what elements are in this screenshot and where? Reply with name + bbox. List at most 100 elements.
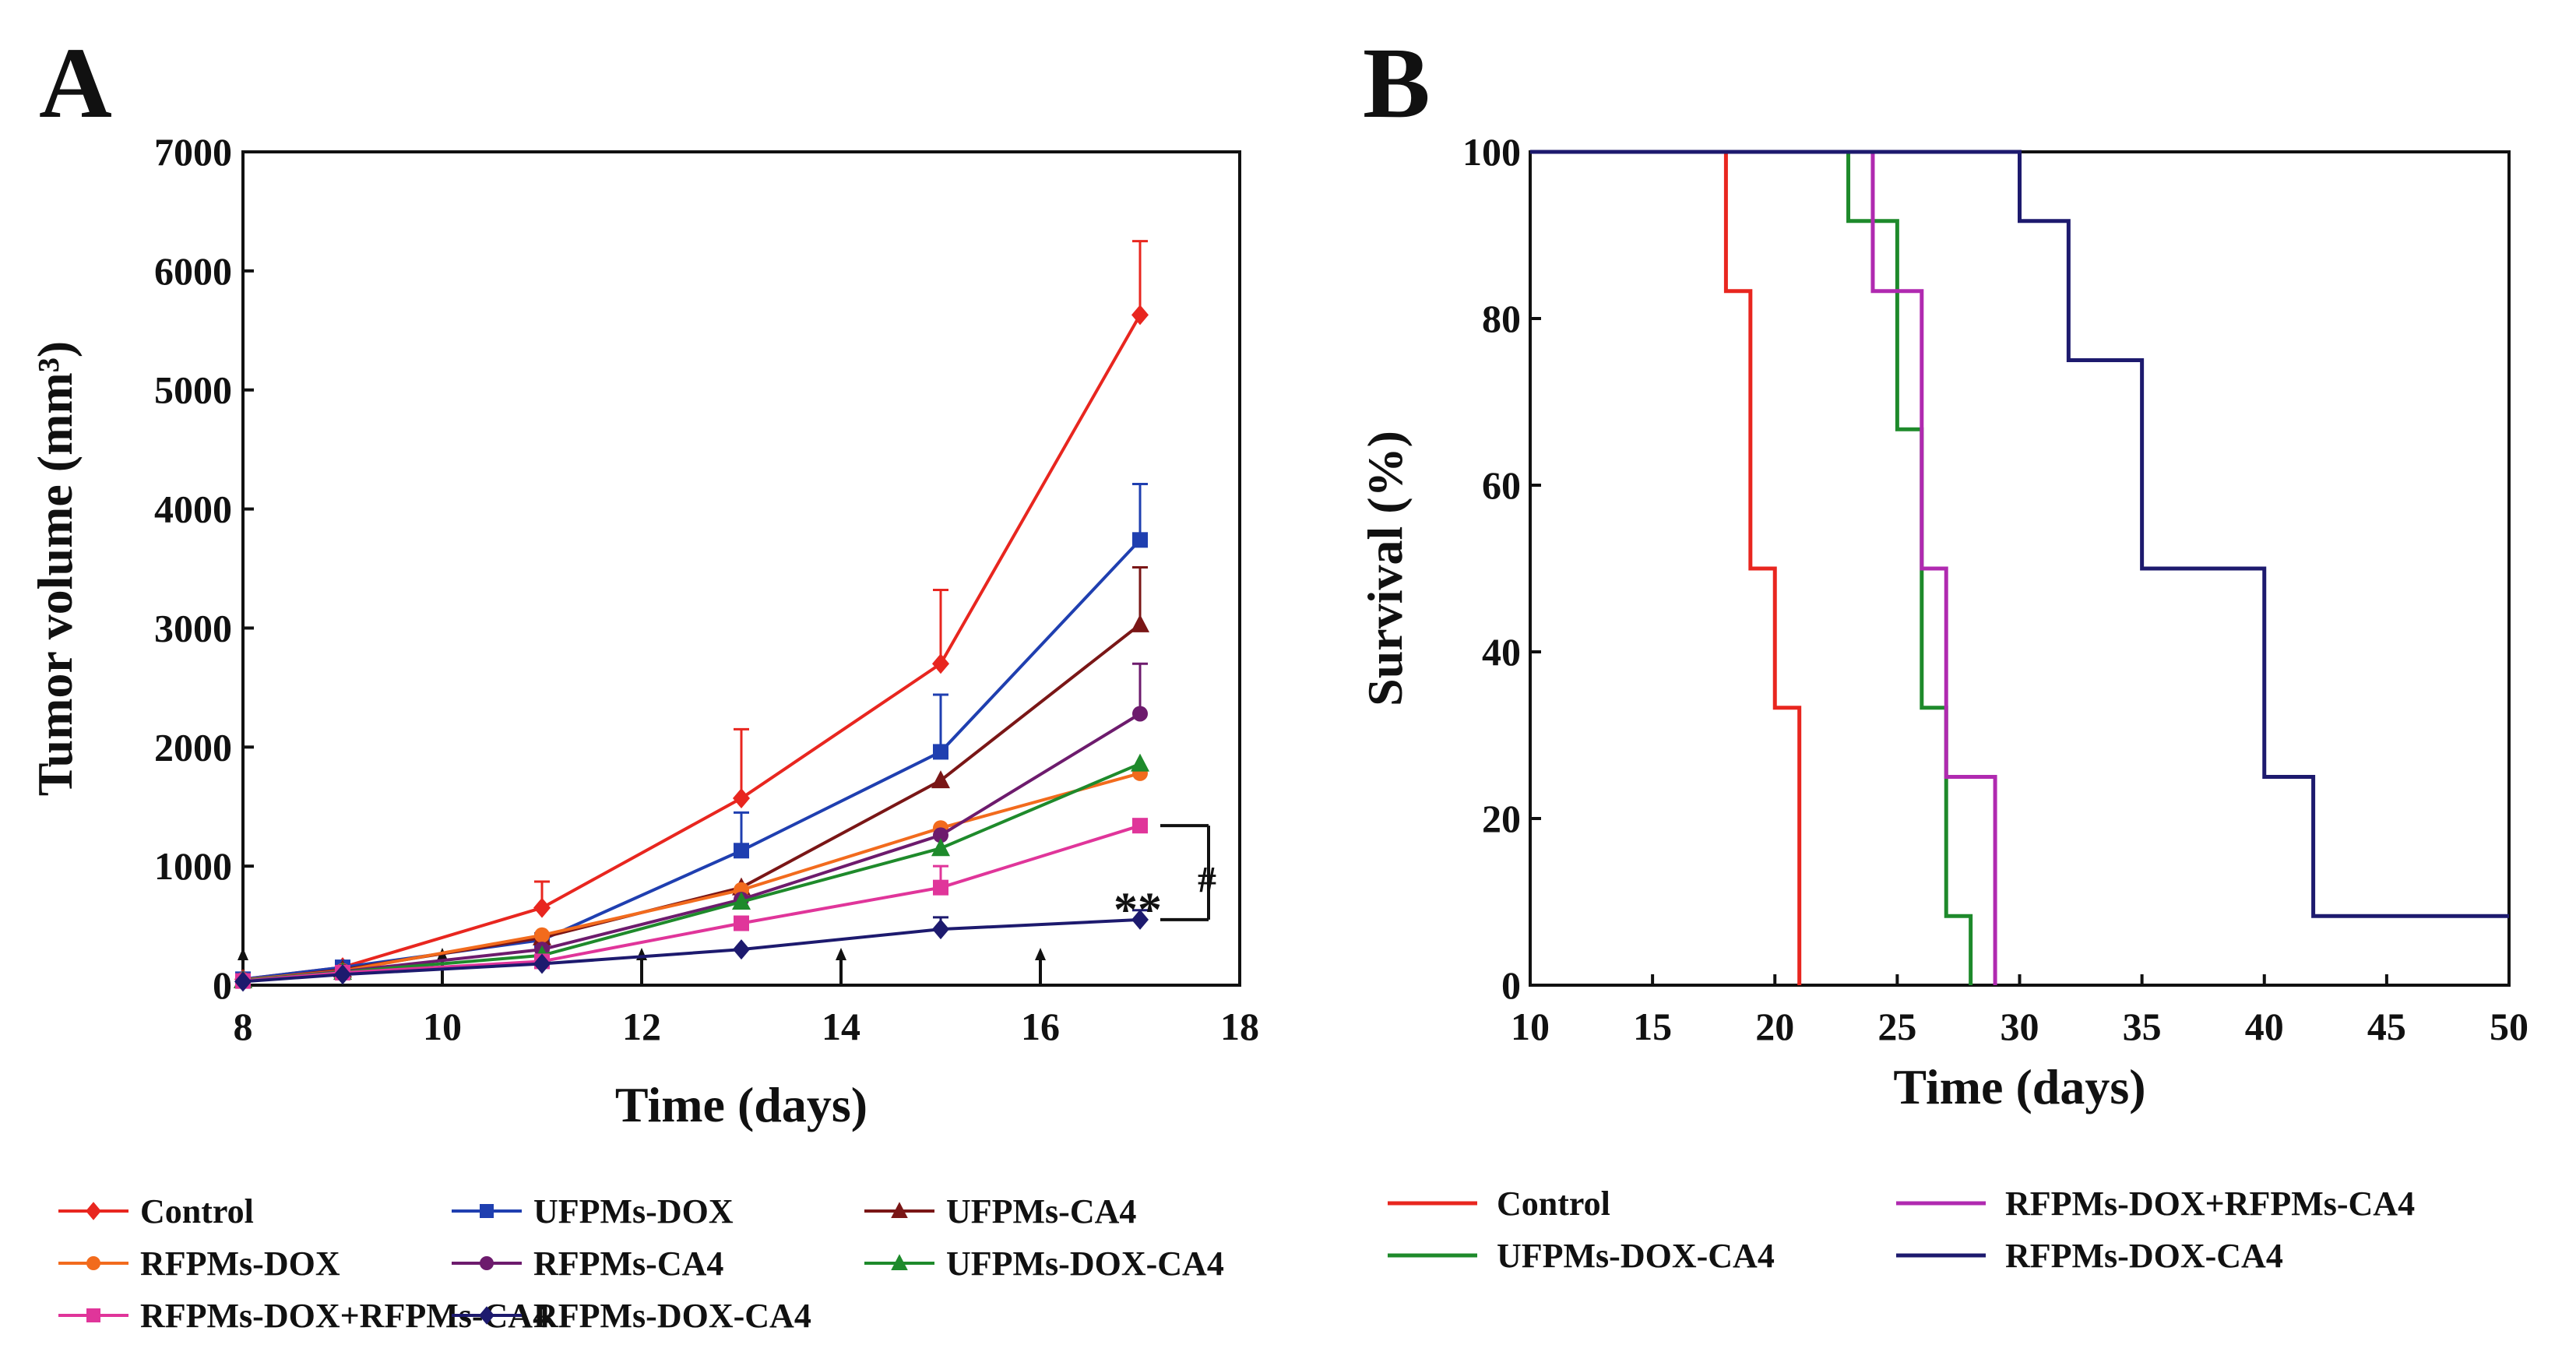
data-point	[733, 788, 750, 809]
data-point	[931, 838, 950, 857]
legend-label: RFPMs-DOX-CA4	[533, 1297, 811, 1335]
data-point	[933, 879, 948, 896]
data-point	[732, 892, 751, 910]
legend-marker	[480, 1256, 494, 1270]
y-tick-label: 60	[1482, 463, 1521, 507]
data-point	[932, 919, 949, 940]
y-tick-label: 2000	[154, 725, 232, 769]
y-tick-label: 7000	[154, 130, 232, 174]
legend-marker	[479, 1306, 494, 1325]
data-point	[334, 964, 351, 985]
dose-arrow-head	[836, 948, 846, 960]
legend-label: Control	[1497, 1185, 1610, 1223]
x-tick-label: 10	[1511, 1005, 1550, 1048]
data-point	[1131, 909, 1149, 930]
survival-curve-Control	[1530, 150, 1802, 985]
data-point	[933, 827, 948, 843]
data-point	[734, 915, 749, 931]
x-tick-label: 30	[2001, 1005, 2039, 1048]
y-tick-label: 0	[213, 963, 232, 1007]
legend-marker	[86, 1256, 100, 1270]
series-line	[242, 917, 1141, 984]
series-line	[242, 538, 1142, 981]
y-tick-label: 100	[1462, 130, 1521, 174]
series-line	[242, 712, 1142, 982]
data-point	[534, 927, 550, 943]
dose-arrow-head	[1035, 948, 1046, 960]
x-tick-label: 45	[2367, 1005, 2406, 1048]
y-tick-label: 20	[1482, 797, 1521, 840]
x-axis-title: Time (days)	[615, 1077, 867, 1132]
panel-a-label: A	[39, 27, 112, 139]
data-point	[1132, 818, 1148, 834]
y-tick-label: 0	[1501, 963, 1521, 1007]
series-line	[242, 771, 1141, 982]
y-tick-label: 3000	[154, 606, 232, 650]
panel-b-label: B	[1363, 27, 1431, 139]
y-tick-label: 6000	[154, 249, 232, 293]
survival-curve-RFPMs-DOX+RFPMs-CA4	[1530, 150, 1997, 985]
y-tick-label: 80	[1482, 297, 1521, 340]
series-Control	[234, 240, 1149, 990]
x-tick-label: 20	[1755, 1005, 1794, 1048]
data-point	[932, 653, 949, 674]
legend: Control RFPMs-DOX+RFPMs-CA4 UFPMs-DOX-CA4 R…	[1388, 1185, 2415, 1275]
legend-marker	[891, 1202, 908, 1218]
data-point	[734, 843, 749, 859]
panel-b-chart: 0 20 40 60 80 100 10 15 20 25 30 35 40 45 50 Time (days…	[1357, 130, 2528, 1275]
significance-stars: **	[1114, 883, 1162, 936]
x-tick-label: 15	[1633, 1005, 1672, 1048]
y-tick-label: 40	[1482, 630, 1521, 674]
legend-label: UFPMs-DOX	[533, 1192, 734, 1230]
series-RFPMs-DOX-CA4	[234, 909, 1149, 992]
y-axis-title: Survival (%)	[1357, 431, 1413, 706]
plot-frame	[1529, 150, 2511, 987]
x-tick-label: 25	[1877, 1005, 1916, 1048]
legend-label: UFPMs-CA4	[946, 1192, 1136, 1230]
y-tick-label: 4000	[154, 488, 232, 531]
data-point	[733, 939, 750, 960]
dose-arrow-head	[238, 948, 248, 960]
x-tick-label: 10	[423, 1005, 462, 1048]
data-point	[931, 770, 950, 789]
series-line	[242, 824, 1141, 983]
legend-marker	[480, 1204, 494, 1218]
legend: Control UFPMs-DOX UFPMs-CA4 RFPMs-DOX RFPMs-…	[58, 1192, 1224, 1335]
significance-hash: #	[1198, 859, 1216, 900]
x-tick-label: 14	[822, 1005, 860, 1048]
legend-label: UFPMs-DOX-CA4	[1497, 1237, 1775, 1275]
data-point	[533, 953, 551, 974]
data-point	[234, 971, 252, 992]
y-tick-label: 5000	[154, 368, 232, 412]
y-axis-title: Tumor volume (mm³)	[27, 341, 83, 797]
data-point	[1131, 614, 1149, 632]
x-tick-label: 35	[2123, 1005, 2162, 1048]
legend-label: UFPMs-DOX-CA4	[946, 1245, 1224, 1283]
legend-marker	[86, 1202, 101, 1220]
data-point	[933, 744, 948, 760]
data-point	[1132, 706, 1148, 722]
data-point	[1132, 532, 1148, 548]
series-line	[242, 314, 1142, 981]
x-tick-label: 12	[622, 1005, 661, 1048]
legend-label: RFPMs-DOX	[140, 1245, 340, 1283]
data-point	[533, 897, 551, 918]
legend-label: Control	[140, 1192, 254, 1230]
panel-a-chart: 0 1000 2000 3000 4000 5000 6000 7000 8 10 12 14 16 18…	[27, 130, 1259, 1335]
x-tick-label: 18	[1220, 1005, 1259, 1048]
survival-curve-RFPMs-DOX-CA4	[1530, 150, 2509, 918]
y-tick-label: 1000	[154, 844, 232, 888]
legend-marker	[891, 1254, 908, 1270]
data-point	[1131, 305, 1149, 326]
x-tick-label: 16	[1021, 1005, 1060, 1048]
x-axis-title: Time (days)	[1893, 1059, 2145, 1114]
x-tick-label: 50	[2490, 1005, 2528, 1048]
x-tick-label: 8	[234, 1005, 253, 1048]
legend-label: RFPMs-DOX+RFPMs-CA4	[2005, 1185, 2415, 1223]
data-point	[1131, 753, 1149, 772]
legend-label: RFPMs-DOX-CA4	[2005, 1237, 2283, 1275]
legend-label: RFPMs-CA4	[533, 1245, 723, 1283]
plot-frame	[241, 150, 1241, 987]
legend-marker	[86, 1308, 100, 1322]
